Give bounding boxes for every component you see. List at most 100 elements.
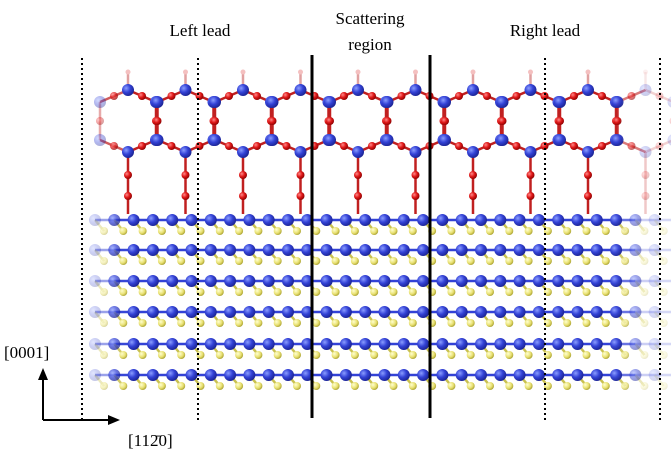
- metal-atom: [127, 306, 140, 318]
- sulfur-atom: [350, 257, 359, 265]
- metal-atom: [352, 146, 364, 158]
- metal-atom: [532, 338, 545, 350]
- metal-atom: [122, 84, 134, 96]
- metal-atom: [262, 338, 275, 350]
- metal-atom: [151, 96, 164, 108]
- sulfur-atom: [293, 382, 301, 390]
- sulfur-atom: [331, 227, 340, 235]
- metal-atom: [455, 369, 468, 381]
- metal-atom: [513, 275, 526, 287]
- metal-atom: [532, 275, 545, 287]
- metal-atom: [108, 214, 121, 226]
- sulfur-atom: [138, 319, 147, 327]
- metal-atom: [417, 275, 430, 287]
- metal-atom: [127, 338, 140, 350]
- sulfur-atom: [389, 227, 398, 235]
- metal-atom: [513, 244, 526, 256]
- metal-atom: [532, 214, 545, 226]
- oxygen-atom: [483, 142, 491, 150]
- metal-atom: [590, 275, 603, 287]
- metal-atom: [262, 369, 275, 381]
- metal-atom: [166, 275, 179, 287]
- sulfur-atom: [215, 319, 224, 327]
- metal-atom: [513, 369, 526, 381]
- scattering-label: region: [348, 35, 392, 54]
- oxygen-atom: [368, 92, 376, 100]
- oxygen-atom: [340, 142, 348, 150]
- metal-atom: [629, 369, 642, 381]
- metal-atom: [89, 338, 101, 350]
- metal-atom: [146, 244, 159, 256]
- metal-atom: [339, 338, 352, 350]
- sulfur-atom: [447, 257, 456, 265]
- metal-atom: [204, 369, 217, 381]
- metal-atom: [237, 84, 249, 96]
- metal-atom: [359, 244, 372, 256]
- metal-atom: [590, 369, 603, 381]
- metal-atom: [455, 275, 468, 287]
- oxygen-atom: [397, 92, 406, 100]
- oxygen-atom: [153, 117, 162, 125]
- sulfur-atom: [505, 382, 514, 390]
- metal-atom: [108, 306, 121, 318]
- sulfur-atom: [312, 382, 321, 390]
- metal-atom: [417, 306, 430, 318]
- metal-atom: [282, 214, 294, 226]
- region-dividers: [81, 55, 661, 420]
- sulfur-atom: [331, 288, 340, 296]
- sulfur-atom: [389, 257, 398, 265]
- metal-atom: [204, 214, 217, 226]
- sulfur-atom: [466, 227, 475, 235]
- sulfur-atom: [408, 319, 417, 327]
- hydrogen-atom: [643, 69, 648, 75]
- metal-atom: [475, 214, 487, 226]
- sulfur-atom: [100, 257, 108, 265]
- sulfur-atom: [659, 227, 668, 235]
- oxygen-atom: [526, 192, 535, 200]
- metal-atom: [571, 338, 584, 350]
- metal-atom: [127, 275, 140, 287]
- metal-atom: [359, 306, 372, 318]
- metal-atom: [397, 275, 410, 287]
- sulfur-atom: [100, 382, 108, 390]
- sulfur-atom: [447, 227, 456, 235]
- metal-atom: [494, 369, 507, 381]
- metal-atom: [513, 338, 526, 350]
- sulfur-atom: [601, 351, 610, 359]
- metal-atom: [209, 134, 221, 146]
- metal-atom: [185, 369, 198, 381]
- oxygen-atom: [598, 92, 606, 100]
- sulfur-atom: [563, 382, 572, 390]
- metal-atom: [146, 275, 159, 287]
- sulfur-atom: [486, 382, 494, 390]
- sulfur-atom: [293, 288, 301, 296]
- metal-atom: [320, 369, 333, 381]
- sulfur-atom: [273, 257, 282, 265]
- sulfur-atom: [119, 288, 128, 296]
- metal-atom: [524, 84, 537, 96]
- sulfur-atom: [601, 227, 610, 235]
- metal-atom: [397, 306, 410, 318]
- oxygen-atom: [483, 92, 491, 100]
- sulfur-atom: [563, 257, 572, 265]
- metal-atom: [243, 338, 256, 350]
- sulfur-atom: [524, 382, 533, 390]
- sulfur-atom: [621, 319, 630, 327]
- metal-atom: [582, 146, 594, 158]
- metal-atom: [639, 146, 652, 158]
- sulfur-atom: [505, 319, 514, 327]
- sulfur-atom: [350, 319, 359, 327]
- metal-atom: [571, 306, 584, 318]
- sulfur-atom: [621, 257, 630, 265]
- sulfur-atom: [119, 319, 128, 327]
- metal-atom: [475, 338, 487, 350]
- hydrogen-atom: [470, 69, 476, 75]
- metal-atom: [455, 244, 468, 256]
- sulfur-atom: [601, 257, 610, 265]
- oxygen-atom: [469, 192, 477, 200]
- metal-atom: [224, 338, 237, 350]
- oxygen-atom: [627, 142, 636, 150]
- sulfur-atom: [582, 351, 591, 359]
- metal-atom: [455, 214, 468, 226]
